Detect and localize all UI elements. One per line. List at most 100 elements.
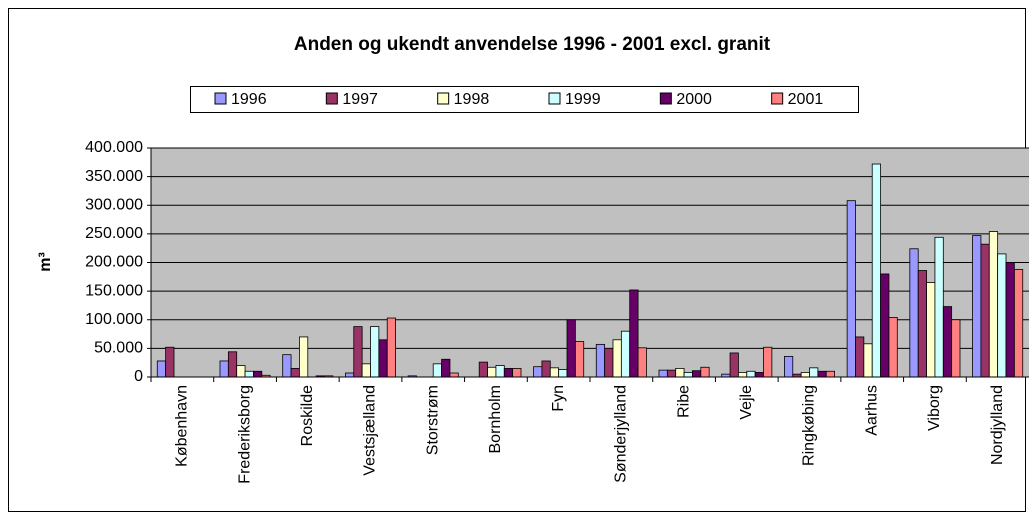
bar (478, 361, 488, 378)
legend-label: 1998 (454, 91, 490, 108)
bar (951, 319, 961, 378)
bar (604, 347, 614, 378)
bar (558, 369, 568, 378)
bar (888, 317, 898, 378)
bar (244, 370, 254, 378)
bar (926, 282, 936, 378)
bar (219, 360, 229, 378)
bar (620, 330, 631, 378)
legend-label: 1996 (231, 91, 267, 108)
bar (675, 368, 685, 378)
y-tick-label: 0 (134, 368, 143, 385)
bar (980, 243, 990, 378)
y-tick-label: 400.000 (85, 139, 143, 156)
bar (386, 317, 396, 378)
bar (1013, 268, 1024, 378)
y-axis-label: m³ (37, 252, 54, 272)
y-tick-label: 150.000 (85, 282, 143, 299)
bar (863, 343, 873, 378)
x-tick-label: Frederiksborg (236, 385, 253, 484)
bar (595, 343, 606, 378)
bar (533, 366, 543, 378)
bar (353, 326, 363, 378)
bar (378, 339, 388, 378)
y-tick-label: 350.000 (85, 168, 143, 185)
bar (692, 370, 702, 378)
x-tick-label: Viborg (926, 385, 943, 431)
bar (503, 368, 514, 378)
bar (612, 339, 622, 378)
bar (666, 369, 677, 378)
bar (658, 369, 668, 378)
bar (637, 347, 647, 378)
bar (299, 336, 309, 378)
x-tick-label: Bornholm (487, 385, 504, 453)
x-tick-label: Nordjylland (989, 385, 1006, 465)
x-tick-label: Aarhus (863, 385, 880, 436)
bar (227, 351, 238, 378)
bar (549, 367, 560, 378)
legend-swatch (771, 92, 784, 105)
bar (746, 370, 756, 378)
bar (441, 358, 451, 378)
bar (825, 370, 835, 378)
bar (917, 270, 927, 378)
bar (683, 372, 693, 378)
bar (566, 319, 576, 378)
bar (972, 235, 982, 378)
bar (629, 289, 639, 378)
y-tick-label: 250.000 (85, 225, 143, 242)
bar (541, 360, 551, 378)
bar (1005, 262, 1015, 378)
legend-swatch (325, 92, 338, 105)
y-tick-label: 200.000 (85, 254, 143, 271)
legend-swatch (437, 92, 450, 105)
x-tick-label: Fyn (550, 385, 567, 412)
bar (934, 236, 944, 378)
x-tick-label: Sønderjylland (613, 385, 630, 483)
legend-box (190, 86, 859, 113)
bar (784, 355, 794, 378)
bar (432, 363, 442, 378)
x-tick-label: København (174, 385, 191, 467)
bar (729, 352, 739, 378)
legend-swatch (548, 92, 561, 105)
bar (449, 372, 459, 378)
legend-label: 1999 (565, 91, 601, 108)
bar (253, 370, 263, 378)
bar (345, 372, 355, 378)
legend-label: 2001 (788, 91, 824, 108)
bar (361, 363, 371, 378)
x-tick-label: Storstrøm (424, 385, 441, 455)
y-tick-label: 100.000 (85, 311, 143, 328)
bar (754, 372, 764, 378)
bar (871, 163, 881, 378)
bar (809, 367, 819, 378)
bar (282, 354, 292, 378)
bar (800, 372, 810, 378)
bar (574, 341, 585, 378)
bar (495, 365, 505, 378)
bar (487, 366, 497, 378)
y-tick-label: 50.000 (94, 340, 143, 357)
x-tick-label: Ringkøbing (801, 385, 818, 466)
bar (855, 336, 865, 378)
x-tick-label: Roskilde (299, 385, 316, 446)
bar (880, 273, 890, 378)
bar (290, 368, 300, 378)
bar (156, 360, 167, 378)
bar (846, 200, 856, 378)
bar (942, 306, 953, 378)
x-tick-label: Vestsjælland (362, 385, 379, 476)
bar (988, 231, 999, 378)
legend-label: 1997 (342, 91, 378, 108)
bar (738, 372, 748, 378)
bar (236, 365, 246, 378)
x-tick-label: Ribe (675, 385, 692, 418)
bar (370, 326, 380, 378)
x-tick-label: Vejle (738, 385, 755, 420)
bar (512, 368, 522, 378)
bar (817, 370, 827, 378)
bar (165, 346, 175, 378)
